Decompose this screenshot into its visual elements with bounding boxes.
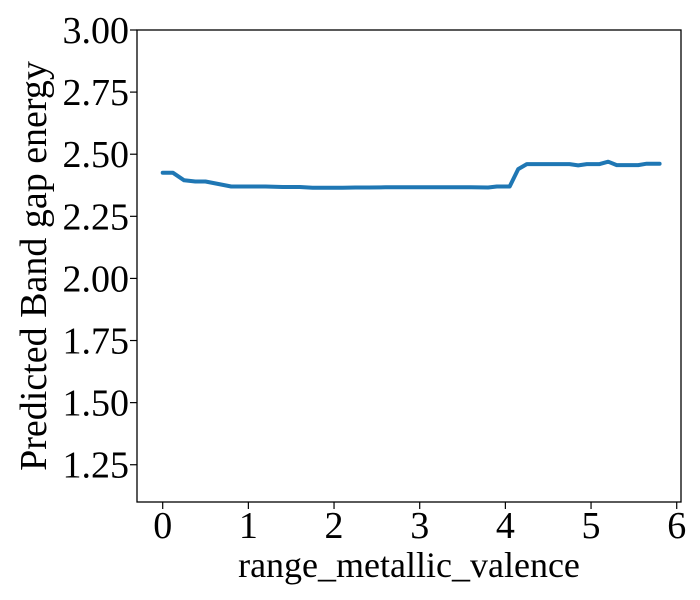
series-layer [160,159,662,190]
y-axis-ticks: 1.25 1.50 1.75 2.00 2.25 2.50 2.75 3.00 [63,10,137,487]
x-tick-label: 5 [582,505,601,547]
x-tick-label: 4 [496,505,515,547]
y-tick-label: 2.00 [63,258,130,300]
y-tick-label: 2.75 [63,72,130,114]
x-tick-label: 2 [325,505,344,547]
x-tick-label: 3 [410,505,429,547]
y-tick-label: 2.25 [63,196,130,238]
axes-frame [136,29,682,503]
y-tick-label: 3.00 [63,10,130,52]
x-axis-ticks: 0 1 2 3 4 5 6 [153,502,686,547]
series-line [160,159,662,190]
y-tick-label: 1.50 [63,383,130,425]
x-tick-label: 0 [153,505,172,547]
x-tick-label: 6 [667,505,686,547]
x-tick-label: 1 [239,505,258,547]
y-tick-label: 2.50 [63,134,130,176]
y-tick-label: 1.25 [63,445,130,487]
y-tick-label: 1.75 [63,321,130,363]
y-axis-label: Predicted Band gap energy [13,61,55,471]
x-axis-label: range_metallic_valence [238,545,580,585]
